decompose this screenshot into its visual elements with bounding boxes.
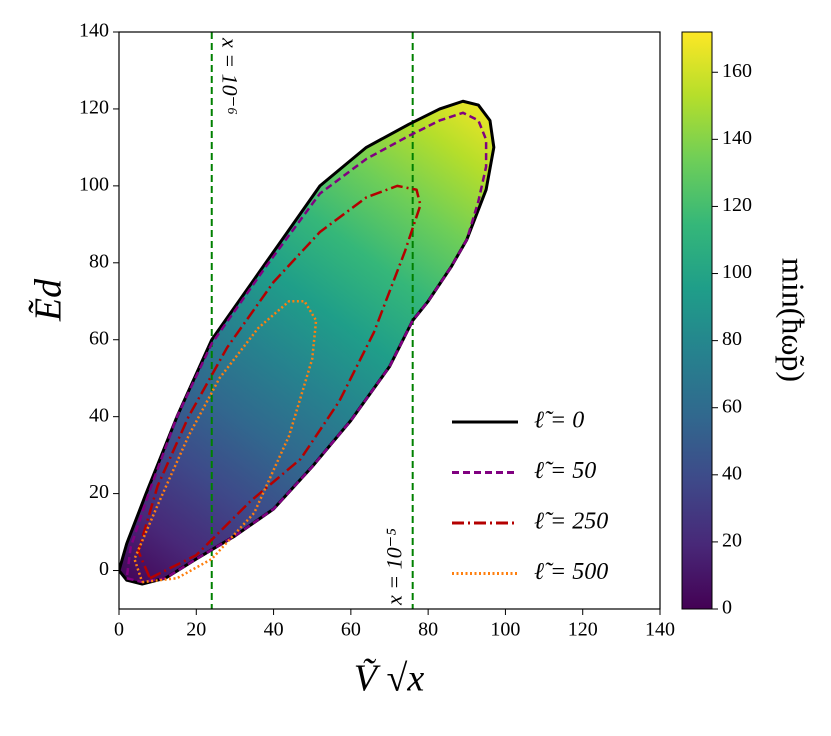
colorbar xyxy=(681,31,713,610)
y-tick-label: 80 xyxy=(89,250,109,272)
colorbar-label: min(ħω̃p) xyxy=(776,258,812,382)
x-tick-label: 100 xyxy=(490,619,520,641)
y-axis-label: Ẽd xyxy=(28,278,70,322)
reference-label: x = 10⁻⁵ xyxy=(382,528,407,606)
y-tick-label: 40 xyxy=(89,404,109,426)
legend-label: ℓ̃ = 0 xyxy=(534,408,584,434)
plot-area xyxy=(119,32,496,609)
x-tick-label: 80 xyxy=(418,619,438,641)
y-tick-label: 60 xyxy=(89,327,109,349)
axes-frame xyxy=(118,31,661,610)
contour-line xyxy=(137,184,422,580)
x-tick-label: 20 xyxy=(186,619,206,641)
x-tick-label: 40 xyxy=(264,619,284,641)
x-axis-label: Ṽ √x xyxy=(354,658,425,700)
colorbar-tick-label: 80 xyxy=(722,328,742,350)
x-tick-label: 60 xyxy=(341,619,361,641)
reference-label: x = 10⁻⁶ xyxy=(218,37,243,115)
colorbar-tick-label: 120 xyxy=(722,194,752,216)
y-tick-label: 140 xyxy=(79,20,109,42)
colorbar-tick-label: 160 xyxy=(722,60,752,82)
colorbar-tick-label: 60 xyxy=(722,395,742,417)
contour-line xyxy=(133,300,318,584)
colorbar-tick-label: 0 xyxy=(722,597,732,619)
legend-label: ℓ̃ = 250 xyxy=(534,509,608,535)
y-tick-label: 120 xyxy=(79,97,109,119)
colorbar-tick-label: 20 xyxy=(722,530,742,552)
legend-label: ℓ̃ = 50 xyxy=(534,458,596,484)
y-tick-label: 0 xyxy=(99,558,109,580)
contour-line xyxy=(125,111,488,584)
y-tick-label: 100 xyxy=(79,173,109,195)
filled-region xyxy=(119,101,494,584)
colorbar-tick-label: 40 xyxy=(722,462,742,484)
x-tick-label: 0 xyxy=(114,619,124,641)
x-tick-label: 140 xyxy=(645,619,675,641)
legend-label: ℓ̃ = 500 xyxy=(534,559,608,585)
x-tick-label: 120 xyxy=(568,619,598,641)
y-tick-label: 20 xyxy=(89,481,109,503)
colorbar-tick-label: 100 xyxy=(722,261,752,283)
colorbar-tick-label: 140 xyxy=(722,127,752,149)
